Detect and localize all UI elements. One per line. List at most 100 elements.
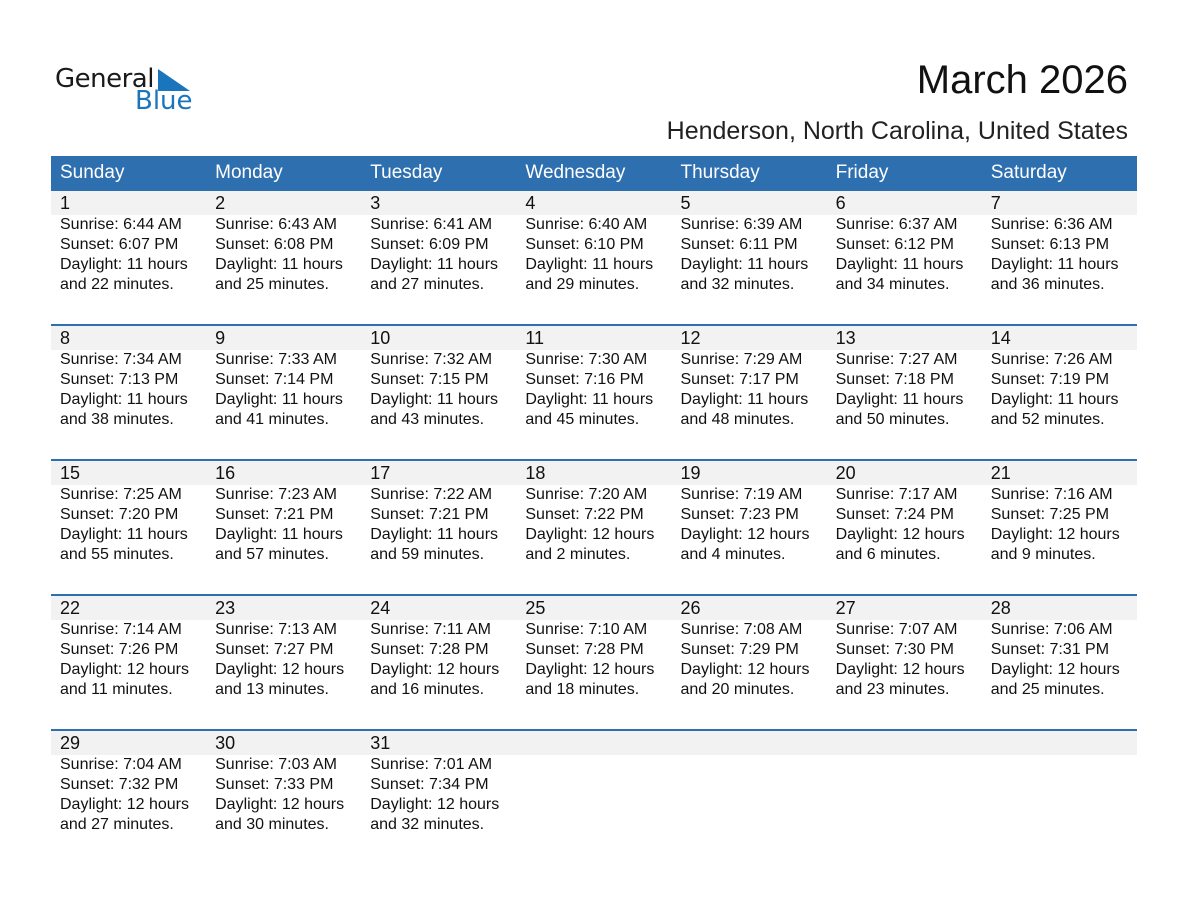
daylight2-text: and 13 minutes. <box>215 681 329 698</box>
sunrise-text: Sunrise: 7:17 AM <box>835 486 958 503</box>
daylight2-text: and 16 minutes. <box>370 681 485 698</box>
day-cell: 17 Sunrise: 7:22 AM Sunset: 7:21 PM Dayligh… <box>361 461 516 594</box>
weekday-header: Sunday Monday Tuesday Wednesday Thursday Frid… <box>51 156 1137 189</box>
daylight2-text: and 52 minutes. <box>990 411 1105 428</box>
sunrise-text: Sunrise: 7:06 AM <box>990 621 1113 638</box>
sunset-text: Sunset: 6:11 PM <box>680 236 798 253</box>
day-number: 17 <box>370 463 391 483</box>
day-number: 3 <box>370 193 381 213</box>
day-cell: 5 Sunrise: 6:39 AM Sunset: 6:11 PM Daylight… <box>672 191 827 324</box>
daylight2-text: and 22 minutes. <box>60 276 174 293</box>
date-band <box>51 191 1137 215</box>
sunset-text: Sunset: 6:07 PM <box>60 236 179 253</box>
date-band <box>51 731 1137 755</box>
day-number: 4 <box>525 193 536 213</box>
day-number: 12 <box>680 328 701 348</box>
sunset-text: Sunset: 7:34 PM <box>370 776 489 793</box>
day-cell: 10 Sunrise: 7:32 AM Sunset: 7:15 PM Dayligh… <box>361 326 516 459</box>
day-cell <box>672 731 827 864</box>
daylight1-text: Daylight: 12 hours <box>215 796 345 813</box>
day-number: 9 <box>215 328 226 348</box>
sunset-text: Sunset: 6:12 PM <box>835 236 954 253</box>
day-number: 21 <box>990 463 1011 483</box>
day-number: 2 <box>215 193 226 213</box>
sunrise-text: Sunrise: 7:22 AM <box>370 486 493 503</box>
logo: General Blue <box>55 64 195 120</box>
daylight1-text: Daylight: 11 hours <box>215 391 343 408</box>
daylight2-text: and 55 minutes. <box>60 546 174 563</box>
logo-text-blue: Blue <box>135 86 193 116</box>
daylight2-text: and 41 minutes. <box>215 411 329 428</box>
day-number: 23 <box>215 598 236 618</box>
calendar-grid: Sunday Monday Tuesday Wednesday Thursday Frid… <box>51 156 1137 864</box>
day-number: 6 <box>835 193 846 213</box>
daylight1-text: Daylight: 11 hours <box>370 256 499 273</box>
sunset-text: Sunset: 7:21 PM <box>215 506 334 523</box>
daylight2-text: and 4 minutes. <box>680 546 786 563</box>
daylight1-text: Daylight: 11 hours <box>990 256 1119 273</box>
day-cell: 11 Sunrise: 7:30 AM Sunset: 7:16 PM Dayligh… <box>516 326 671 459</box>
daylight2-text: and 45 minutes. <box>525 411 640 428</box>
sunrise-text: Sunrise: 6:41 AM <box>370 216 493 233</box>
weekday-thursday: Thursday <box>680 162 760 183</box>
daylight2-text: and 36 minutes. <box>990 276 1105 293</box>
daylight2-text: and 27 minutes. <box>60 816 174 833</box>
daylight2-text: and 32 minutes. <box>680 276 795 293</box>
day-cell: 6 Sunrise: 6:37 AM Sunset: 6:12 PM Daylight… <box>827 191 982 324</box>
weekday-friday: Friday <box>835 162 889 183</box>
week-row: 8 Sunrise: 7:34 AM Sunset: 7:13 PM Daylight… <box>51 324 1137 459</box>
day-cell: 7 Sunrise: 6:36 AM Sunset: 6:13 PM Daylight… <box>982 191 1137 324</box>
day-cell: 9 Sunrise: 7:33 AM Sunset: 7:14 PM Daylight… <box>206 326 361 459</box>
sunset-text: Sunset: 7:21 PM <box>370 506 489 523</box>
daylight1-text: Daylight: 12 hours <box>680 661 810 678</box>
daylight2-text: and 25 minutes. <box>215 276 329 293</box>
daylight2-text: and 48 minutes. <box>680 411 795 428</box>
day-cell: 25 Sunrise: 7:10 AM Sunset: 7:28 PM Dayligh… <box>516 596 671 729</box>
day-cell: 12 Sunrise: 7:29 AM Sunset: 7:17 PM Dayligh… <box>672 326 827 459</box>
sunrise-text: Sunrise: 7:01 AM <box>370 756 493 773</box>
day-number: 31 <box>370 733 391 753</box>
daylight2-text: and 59 minutes. <box>370 546 485 563</box>
sunrise-text: Sunrise: 7:19 AM <box>680 486 803 503</box>
date-band <box>51 596 1137 620</box>
sunrise-text: Sunrise: 6:43 AM <box>215 216 337 233</box>
sunrise-text: Sunrise: 7:11 AM <box>370 621 491 638</box>
daylight2-text: and 32 minutes. <box>370 816 485 833</box>
daylight1-text: Daylight: 11 hours <box>990 391 1119 408</box>
weekday-wednesday: Wednesday <box>525 162 626 183</box>
sunset-text: Sunset: 7:32 PM <box>60 776 179 793</box>
daylight2-text: and 38 minutes. <box>60 411 174 428</box>
sunset-text: Sunset: 7:17 PM <box>680 371 799 388</box>
sunset-text: Sunset: 6:13 PM <box>990 236 1110 253</box>
daylight2-text: and 23 minutes. <box>835 681 950 698</box>
day-cell: 31 Sunrise: 7:01 AM Sunset: 7:34 PM Dayligh… <box>361 731 516 864</box>
daylight1-text: Daylight: 11 hours <box>525 256 654 273</box>
sunrise-text: Sunrise: 6:40 AM <box>525 216 648 233</box>
day-cell: 18 Sunrise: 7:20 AM Sunset: 7:22 PM Dayligh… <box>516 461 671 594</box>
sunrise-text: Sunrise: 6:39 AM <box>680 216 803 233</box>
day-number: 5 <box>680 193 691 213</box>
sunrise-text: Sunrise: 7:34 AM <box>60 351 182 368</box>
daylight1-text: Daylight: 11 hours <box>525 391 654 408</box>
day-cell: 19 Sunrise: 7:19 AM Sunset: 7:23 PM Dayligh… <box>672 461 827 594</box>
sunset-text: Sunset: 7:14 PM <box>215 371 334 388</box>
sunrise-text: Sunrise: 7:04 AM <box>60 756 182 773</box>
day-cell: 29 Sunrise: 7:04 AM Sunset: 7:32 PM Dayligh… <box>51 731 206 864</box>
daylight2-text: and 43 minutes. <box>370 411 485 428</box>
daylight2-text: and 2 minutes. <box>525 546 631 563</box>
sunrise-text: Sunrise: 7:25 AM <box>60 486 182 503</box>
day-cell: 8 Sunrise: 7:34 AM Sunset: 7:13 PM Daylight… <box>51 326 206 459</box>
day-number: 19 <box>680 463 701 483</box>
daylight1-text: Daylight: 11 hours <box>215 256 343 273</box>
day-cell: 1 Sunrise: 6:44 AM Sunset: 6:07 PM Daylight… <box>51 191 206 324</box>
sunset-text: Sunset: 6:08 PM <box>215 236 334 253</box>
sunset-text: Sunset: 7:22 PM <box>525 506 644 523</box>
sunrise-text: Sunrise: 7:26 AM <box>990 351 1113 368</box>
daylight1-text: Daylight: 12 hours <box>525 661 655 678</box>
day-number: 15 <box>60 463 81 483</box>
daylight1-text: Daylight: 12 hours <box>215 661 345 678</box>
day-cell: 20 Sunrise: 7:17 AM Sunset: 7:24 PM Dayligh… <box>827 461 982 594</box>
daylight1-text: Daylight: 11 hours <box>680 256 809 273</box>
daylight2-text: and 50 minutes. <box>835 411 950 428</box>
